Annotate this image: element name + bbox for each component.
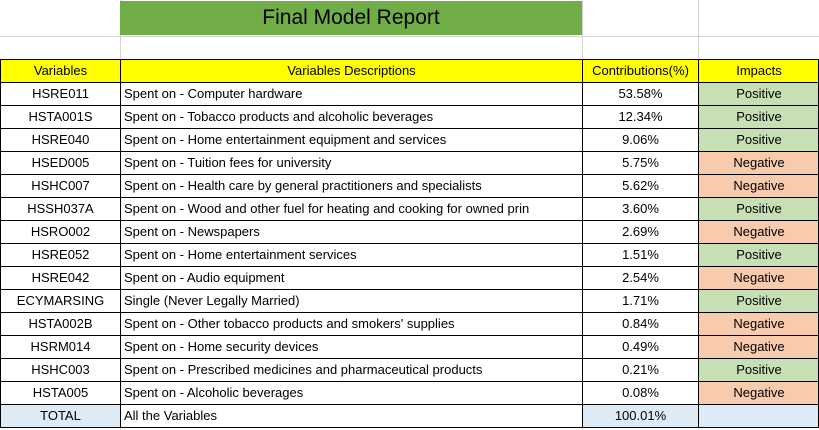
cell-variable[interactable]: HSRE042 (31, 270, 90, 285)
cell-impact[interactable]: Positive (699, 198, 819, 220)
table-border-horizontal (0, 197, 819, 198)
cell-impact[interactable]: Positive (699, 83, 819, 105)
total-label[interactable]: TOTAL (1, 405, 120, 427)
cell-variable[interactable]: HSHC007 (31, 178, 90, 193)
cell-contribution[interactable]: 5.75% (622, 155, 659, 170)
table-border-horizontal (0, 151, 819, 152)
cell-impact[interactable]: Positive (699, 359, 819, 381)
cell-description[interactable]: Spent on - Alcoholic beverages (124, 385, 304, 400)
cell-impact[interactable]: Negative (699, 336, 819, 358)
table-border-horizontal (0, 128, 819, 129)
cell-variable[interactable]: HSRE040 (31, 132, 90, 147)
cell-impact[interactable]: Positive (699, 244, 819, 266)
cell-description[interactable]: Spent on - Audio equipment (124, 270, 285, 285)
cell-description[interactable]: Spent on - Tuition fees for university (124, 155, 332, 170)
cell-variable[interactable]: HSRO002 (30, 224, 91, 239)
table-border-horizontal (0, 220, 819, 221)
table-border-horizontal (0, 358, 819, 359)
cell-impact[interactable]: Negative (699, 382, 819, 404)
total-impact[interactable] (699, 405, 819, 427)
cell-contribution[interactable]: 3.60% (622, 201, 659, 216)
header-contributions[interactable]: Contributions(%) (583, 60, 698, 82)
cell-contribution[interactable]: 0.21% (622, 362, 659, 377)
table-border-horizontal (0, 105, 819, 106)
cell-variable[interactable]: HSTA005 (32, 385, 89, 400)
header-impacts[interactable]: Impacts (699, 60, 819, 82)
cell-variable[interactable]: HSSH037A (27, 201, 94, 216)
cell-contribution[interactable]: 0.08% (622, 385, 659, 400)
report-title: Final Model Report (120, 1, 582, 35)
table-border-horizontal (0, 404, 819, 405)
table-border-vertical (120, 59, 121, 428)
cell-contribution[interactable]: 2.54% (622, 270, 659, 285)
header-variables[interactable]: Variables (1, 60, 120, 82)
total-contribution[interactable]: 100.01% (583, 405, 698, 427)
cell-description[interactable]: Spent on - Health care by general practi… (124, 178, 482, 193)
cell-contribution[interactable]: 0.84% (622, 316, 659, 331)
cell-variable[interactable]: HSRE052 (31, 247, 90, 262)
cell-description[interactable]: Spent on - Tobacco products and alcoholi… (124, 109, 434, 124)
gridline-horizontal (0, 36, 819, 37)
cell-description[interactable]: Spent on - Computer hardware (124, 86, 303, 101)
cell-variable[interactable]: HSHC003 (31, 362, 90, 377)
cell-variable[interactable]: HSRM014 (30, 339, 91, 354)
cell-description[interactable]: Single (Never Legally Married) (124, 293, 300, 308)
cell-variable[interactable]: HSED005 (31, 155, 90, 170)
cell-contribution[interactable]: 53.58% (618, 86, 663, 101)
cell-variable[interactable]: HSTA001S (28, 109, 93, 124)
cell-contribution[interactable]: 12.34% (618, 109, 663, 124)
table-border-horizontal (0, 174, 819, 175)
cell-impact[interactable]: Negative (699, 313, 819, 335)
cell-impact[interactable]: Positive (699, 129, 819, 151)
cell-contribution[interactable]: 0.49% (622, 339, 659, 354)
table-border-horizontal (0, 59, 819, 60)
cell-description[interactable]: Spent on - Prescribed medicines and phar… (124, 362, 483, 377)
table-border-horizontal (0, 335, 819, 336)
cell-contribution[interactable]: 1.71% (622, 293, 659, 308)
cell-contribution[interactable]: 2.69% (622, 224, 659, 239)
cell-variable[interactable]: ECYMARSING (16, 293, 105, 308)
table-border-horizontal (0, 82, 819, 83)
table-border-vertical (698, 59, 699, 428)
cell-description[interactable]: Spent on - Other tobacco products and sm… (124, 316, 455, 331)
table-border-vertical (0, 59, 1, 428)
table-border-horizontal (0, 427, 819, 428)
table-border-horizontal (0, 266, 819, 267)
cell-variable[interactable]: HSTA002B (28, 316, 93, 331)
table-border-horizontal (0, 243, 819, 244)
cell-description[interactable]: Spent on - Home security devices (124, 339, 319, 354)
table-border-horizontal (0, 312, 819, 313)
total-description[interactable]: All the Variables (124, 408, 217, 423)
cell-contribution[interactable]: 9.06% (622, 132, 659, 147)
cell-description[interactable]: Spent on - Home entertainment services (124, 247, 357, 262)
cell-contribution[interactable]: 1.51% (622, 247, 659, 262)
table-border-vertical (582, 59, 583, 428)
cell-variable[interactable]: HSRE011 (32, 86, 89, 101)
cell-impact[interactable]: Negative (699, 267, 819, 289)
cell-description[interactable]: Spent on - Home entertainment equipment … (124, 132, 447, 147)
cell-description[interactable]: Spent on - Wood and other fuel for heati… (124, 201, 530, 216)
cell-contribution[interactable]: 5.62% (622, 178, 659, 193)
header-descriptions[interactable]: Variables Descriptions (121, 60, 582, 82)
cell-impact[interactable]: Positive (699, 106, 819, 128)
cell-impact[interactable]: Negative (699, 175, 819, 197)
cell-impact[interactable]: Negative (699, 152, 819, 174)
table-border-horizontal (0, 289, 819, 290)
cell-impact[interactable]: Positive (699, 290, 819, 312)
table-border-horizontal (0, 381, 819, 382)
cell-impact[interactable]: Negative (699, 221, 819, 243)
cell-description[interactable]: Spent on - Newspapers (124, 224, 260, 239)
